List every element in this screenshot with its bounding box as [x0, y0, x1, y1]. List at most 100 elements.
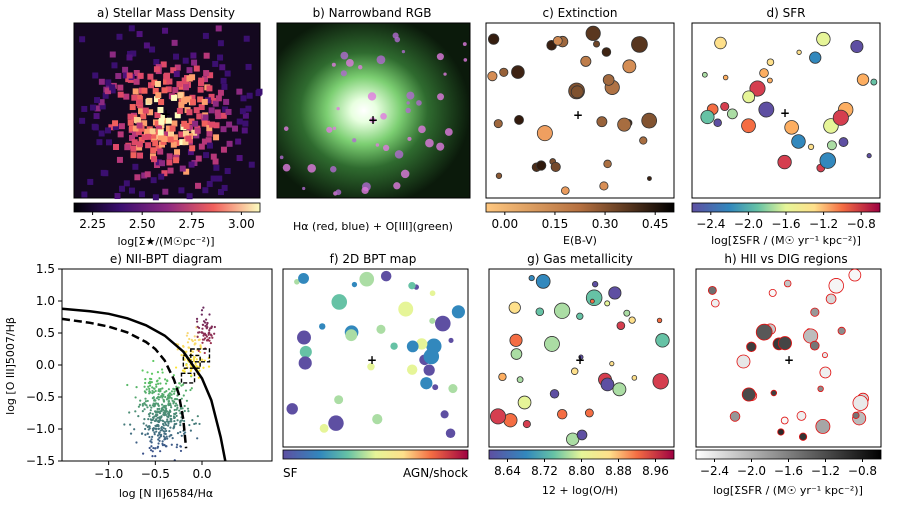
mass-pixel	[129, 134, 136, 141]
bpt-chart: −1.0 −0.5 0.0 −1.5 −1.0 −0.5 0.0 0.5 1.0 1.5 log…	[4, 262, 273, 500]
map-region	[584, 408, 594, 418]
map-region	[432, 384, 439, 391]
map-region	[509, 333, 523, 347]
mass-pixel	[90, 104, 97, 111]
kewley-curve	[61, 307, 227, 462]
mass-pixel	[166, 153, 173, 160]
mass-pixel	[171, 120, 178, 127]
map-region	[528, 274, 535, 282]
map-region	[423, 348, 440, 365]
map-region	[487, 71, 498, 82]
bpt-point	[186, 331, 189, 335]
map-region	[850, 40, 864, 54]
mass-pixel	[138, 125, 145, 132]
mass-pixel	[243, 35, 250, 42]
map-region	[406, 364, 418, 375]
bpt-point	[146, 371, 149, 374]
mass-pixel	[196, 113, 203, 120]
bpt-point	[151, 397, 154, 400]
map-region	[608, 286, 622, 300]
mass-pixel	[128, 25, 135, 32]
colorbar-tick-label: −2.0	[737, 464, 766, 478]
bpt-point	[155, 385, 158, 388]
bpt-point	[163, 421, 167, 424]
mass-pixel	[143, 42, 150, 49]
emission-spot	[406, 91, 415, 100]
mass-pixel	[92, 72, 99, 79]
mass-pixel	[239, 108, 246, 115]
bpt-point	[207, 333, 210, 336]
map-region	[451, 305, 465, 319]
bpt-point	[134, 396, 137, 399]
mass-pixel	[136, 122, 143, 129]
bpt-point	[208, 327, 212, 330]
bpt-point	[183, 409, 186, 413]
map-region	[580, 55, 592, 67]
bpt-point	[150, 406, 153, 409]
colorbar-tick-label: −1.2	[811, 464, 840, 478]
mass-pixel	[109, 87, 116, 94]
bpt-point	[179, 424, 182, 427]
bpt-point	[172, 400, 175, 403]
emission-spot	[437, 93, 445, 101]
bpt-point	[191, 339, 194, 343]
bpt-point	[135, 385, 138, 389]
mass-pixel	[155, 145, 162, 152]
map-region	[490, 408, 507, 425]
mass-pixel	[225, 108, 232, 115]
mass-pixel	[127, 113, 134, 120]
bpt-point	[203, 351, 206, 355]
bpt-point	[155, 380, 159, 383]
mass-pixel	[129, 104, 136, 111]
metallicity-map: +	[488, 268, 675, 448]
map-region	[319, 423, 329, 433]
bpt-point	[143, 390, 146, 393]
map-region	[589, 298, 595, 304]
map-region	[656, 317, 663, 324]
mass-pixel	[136, 144, 143, 151]
emission-spot	[436, 53, 444, 61]
mass-pixel	[112, 120, 119, 127]
bpt-point	[143, 385, 146, 388]
map-region	[758, 101, 775, 118]
bpt-point	[196, 437, 199, 440]
bpt-point	[161, 407, 164, 410]
map-region	[585, 289, 603, 307]
mass-pixel	[203, 152, 210, 159]
map-region	[832, 109, 849, 126]
bpt-point	[210, 334, 213, 337]
map-region	[299, 345, 312, 358]
mass-pixel	[104, 88, 111, 95]
bpt-point	[161, 443, 165, 447]
colorbar-d-label: log[ΣSFR / (M☉ yr⁻¹ kpc⁻²)]	[711, 234, 861, 247]
emission-spot	[400, 169, 410, 179]
mass-pixel	[167, 136, 174, 143]
bpt-point	[153, 431, 156, 434]
bpt-axes-frame	[61, 268, 273, 462]
mass-pixel	[98, 99, 105, 106]
map-region	[390, 342, 398, 350]
bpt-point	[165, 445, 168, 448]
bpt-point	[126, 383, 129, 387]
bpt-point	[188, 423, 191, 427]
bpt-point	[141, 410, 144, 413]
mass-pixel	[115, 73, 122, 80]
mass-pixel	[177, 92, 184, 99]
bpt-point	[185, 350, 188, 353]
mass-pixel	[140, 113, 147, 120]
mass-pixel	[221, 83, 228, 90]
bpt-point	[173, 416, 176, 419]
mass-pixel	[157, 134, 164, 141]
mass-pixel	[205, 137, 212, 144]
mass-pixel	[153, 66, 160, 73]
bpt-point	[165, 435, 168, 438]
bpt-point	[156, 370, 160, 374]
mass-pixel	[126, 54, 133, 61]
bpt-point	[149, 418, 152, 421]
bpt-point	[168, 409, 172, 412]
map-region	[759, 68, 769, 78]
bpt-point	[205, 327, 208, 330]
mass-pixel	[246, 92, 253, 99]
bpt-ytick-label: 1.5	[36, 262, 55, 276]
mass-pixel	[154, 120, 161, 127]
